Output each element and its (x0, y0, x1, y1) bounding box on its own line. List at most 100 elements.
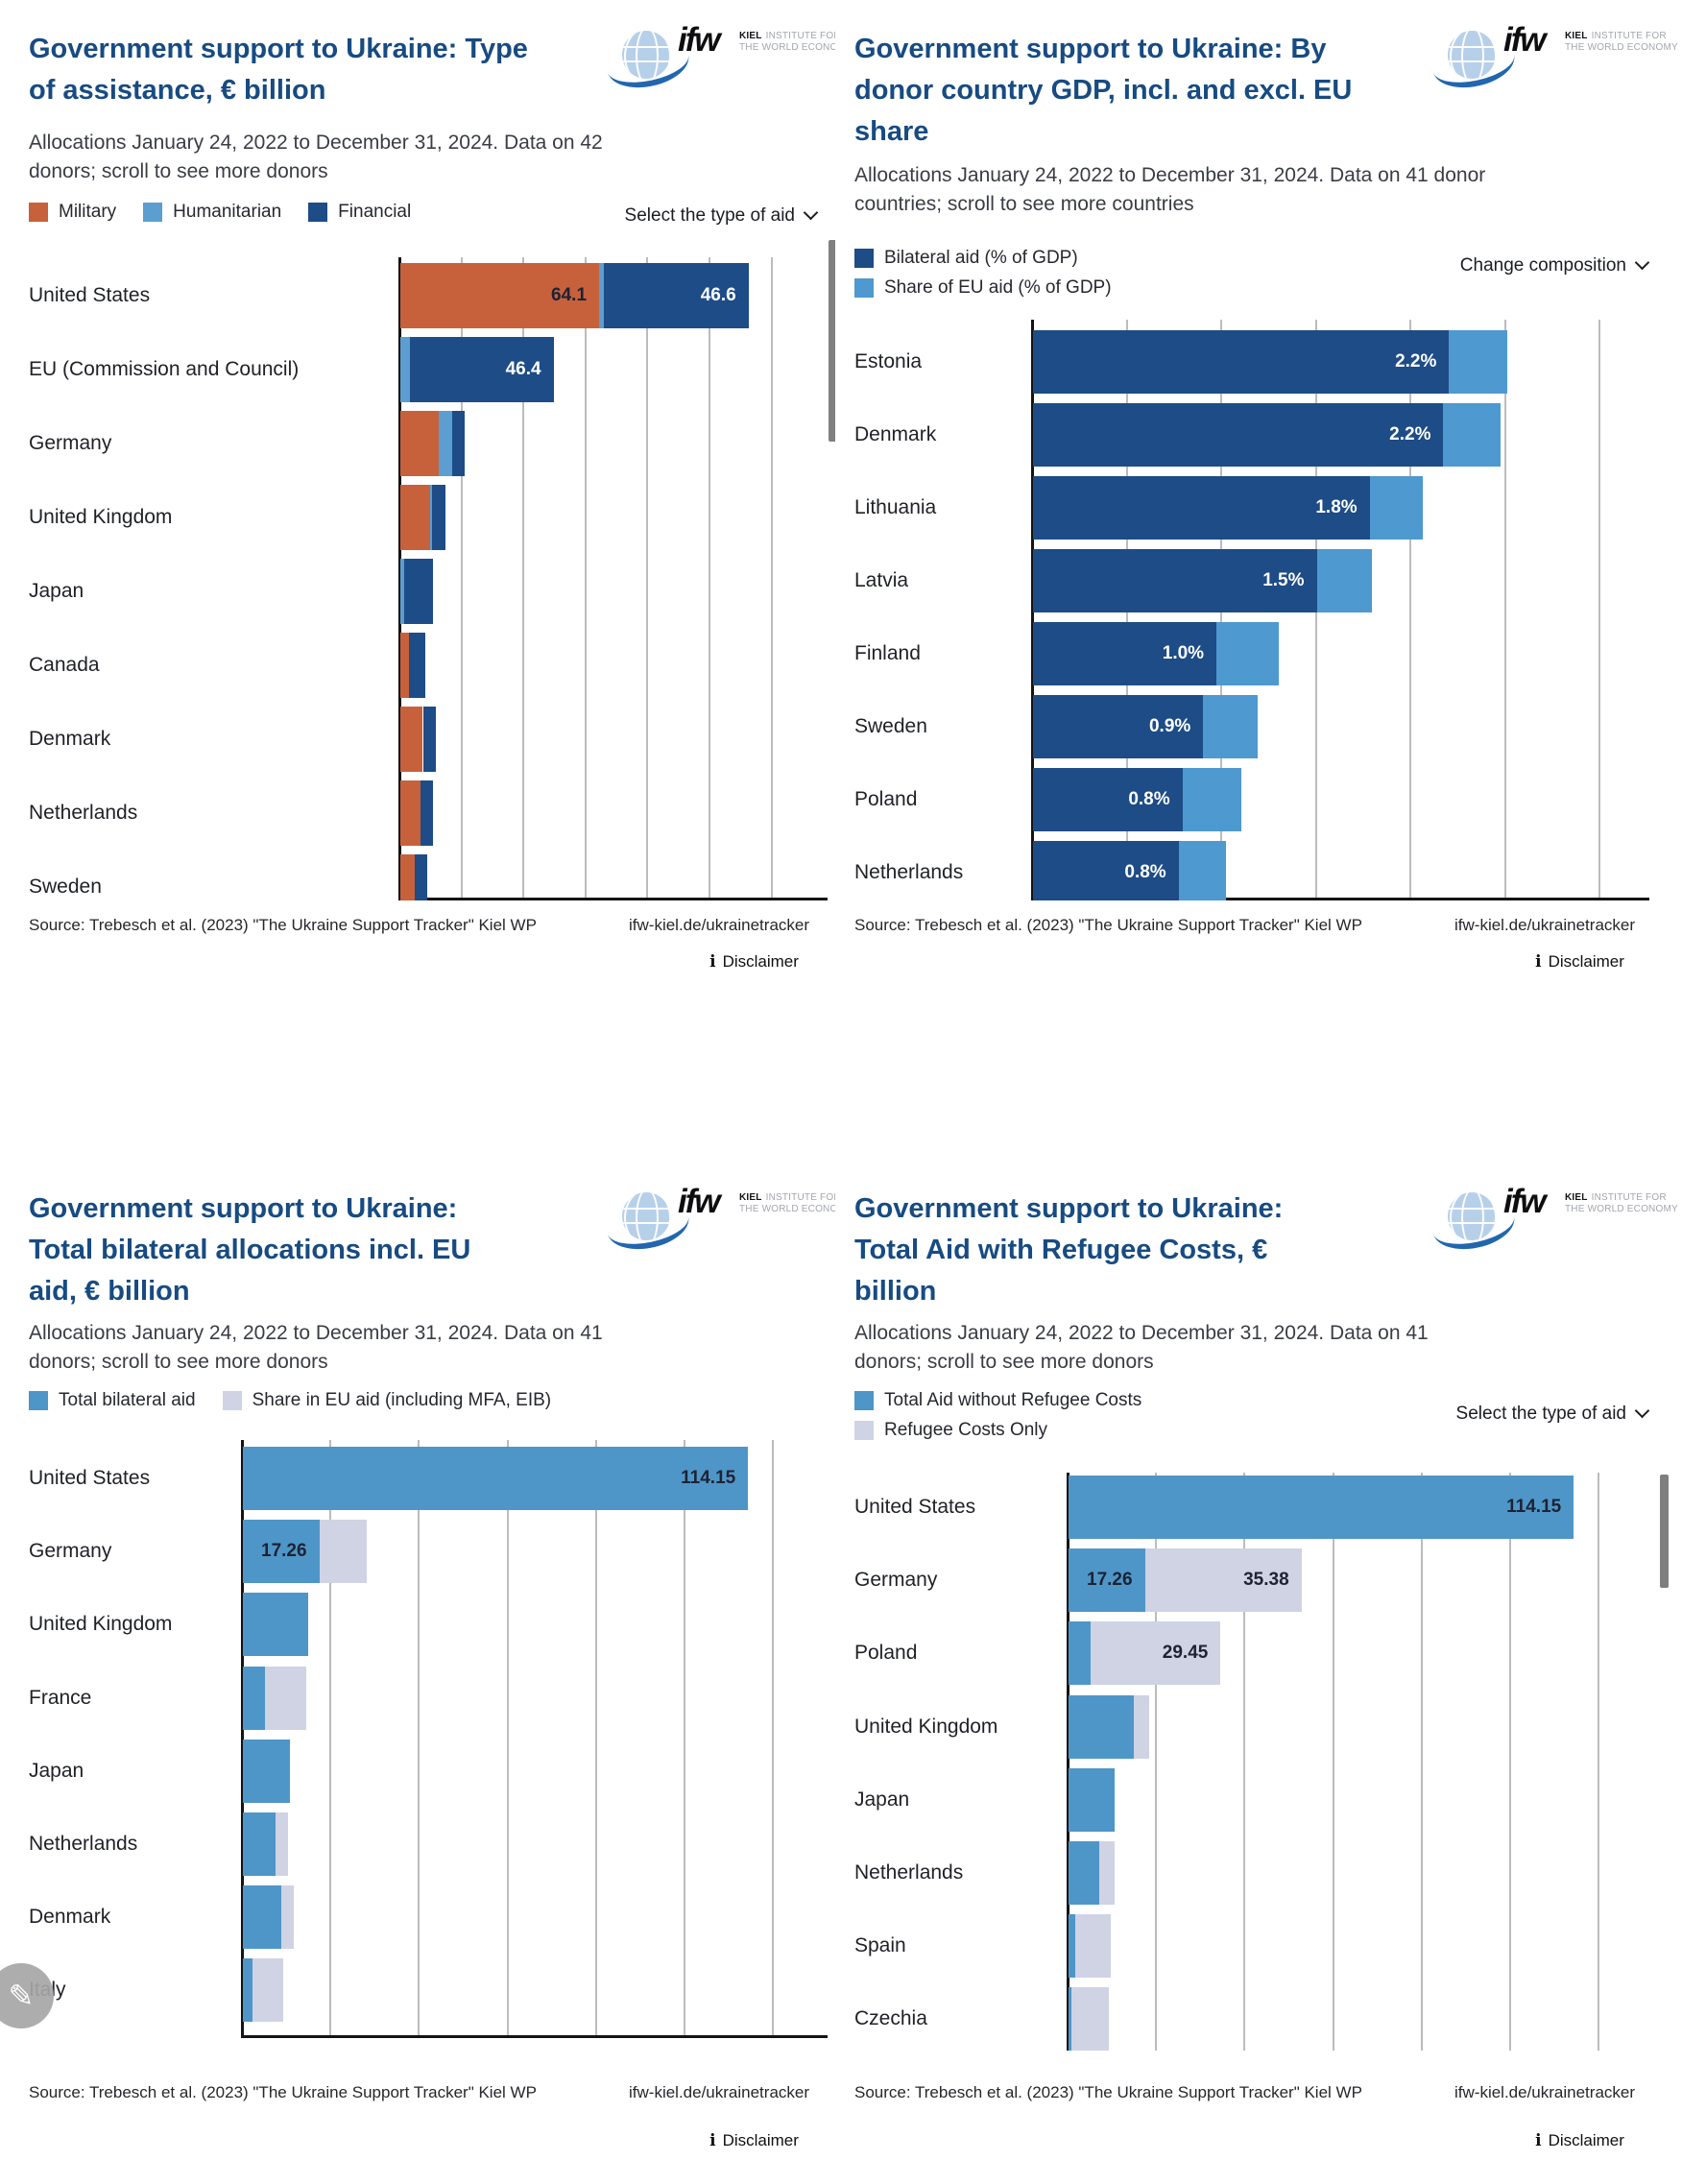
bar-segment-financial[interactable] (403, 559, 433, 624)
bar-segment-refugee-costs-only[interactable]: 29.45 (1090, 1621, 1221, 1686)
bar-row-label: United Kingdom (29, 506, 173, 528)
legend-swatch (29, 1391, 48, 1410)
disclaimer-link[interactable]: i Disclaimer (1535, 2131, 1624, 2150)
bar-segment-refugee-costs-only[interactable] (1134, 1694, 1150, 1759)
bar-segment-financial[interactable] (422, 707, 436, 772)
bar-segment-share-in-eu-aid[interactable] (265, 1666, 307, 1730)
bar-segment-share-of-eu-aid[interactable] (1203, 695, 1259, 758)
vertical-scrollbar[interactable] (829, 240, 835, 442)
bar-segment-financial[interactable] (431, 485, 446, 550)
value-label: 17.26 (261, 1541, 307, 1562)
bar-segment-bilateral-aid[interactable]: 1.0% (1033, 622, 1217, 685)
bar-row-label: Sweden (854, 715, 927, 737)
bar-segment-total-aid-without-refugee-costs[interactable] (1069, 1694, 1135, 1759)
legend-item[interactable]: Total Aid without Refugee Costs (854, 1390, 1141, 1411)
bar-segment-total-bilateral-aid[interactable]: 114.15 (243, 1447, 749, 1510)
legend-item[interactable]: Military (29, 202, 116, 223)
tracker-url: ifw-kiel.de/ukrainetracker (629, 2083, 810, 2101)
bar-segment-bilateral-aid[interactable]: 2.2% (1033, 330, 1450, 394)
bar-segment-bilateral-aid[interactable]: 1.8% (1033, 476, 1370, 540)
bar-row-label: Canada (29, 654, 100, 676)
bar-segment-bilateral-aid[interactable]: 1.5% (1033, 549, 1317, 612)
bar-segment-total-aid-without-refugee-costs[interactable] (1069, 1621, 1091, 1686)
gridline (418, 1440, 420, 2038)
type-of-aid-dropdown[interactable]: Select the type of aid (1456, 1403, 1650, 1425)
annotate-button[interactable]: ✎ (0, 1963, 54, 2028)
bar-segment-refugee-costs-only[interactable]: 35.38 (1144, 1548, 1302, 1613)
bar-segment-total-aid-without-refugee-costs[interactable] (1069, 1767, 1115, 1832)
legend-item[interactable]: Refugee Costs Only (854, 1420, 1141, 1441)
plot-area: United States 114.15 Germany 17.26 United Ki… (29, 1440, 835, 2038)
bar-segment-share-of-eu-aid[interactable] (1178, 841, 1226, 900)
bar-segment-refugee-costs-only[interactable] (1074, 1914, 1111, 1979)
bar-segment-bilateral-aid[interactable]: 2.2% (1033, 403, 1444, 467)
bar-segment-share-of-eu-aid[interactable] (1369, 476, 1423, 540)
bar-segment-financial[interactable] (420, 780, 434, 846)
bar-segment-total-aid-without-refugee-costs[interactable]: 114.15 (1069, 1476, 1574, 1539)
vertical-scrollbar[interactable] (1660, 1475, 1669, 1588)
bar-segment-humanitarian[interactable] (439, 411, 452, 476)
legend-item[interactable]: Total bilateral aid (29, 1390, 196, 1411)
bar-row-label: Estonia (854, 350, 923, 372)
bar-row-label: Poland (854, 788, 918, 810)
plot-area: United States 64.1 46.6 EU (Commission and … (29, 257, 835, 900)
disclaimer-link[interactable]: i Disclaimer (1535, 952, 1624, 972)
type-of-aid-dropdown[interactable]: Select the type of aid (625, 204, 819, 227)
bar-segment-total-bilateral-aid[interactable] (243, 1812, 276, 1876)
bar-segment-total-bilateral-aid[interactable] (243, 1739, 290, 1803)
bar-segment-total-bilateral-aid[interactable] (243, 1958, 255, 2023)
y-axis-line (241, 1440, 244, 2038)
bar-segment-military[interactable] (400, 707, 423, 772)
bar-row-label: Netherlands (854, 1861, 964, 1884)
bar-segment-financial[interactable] (409, 633, 426, 698)
bar-segment-total-bilateral-aid[interactable] (243, 1885, 282, 1950)
bar-segment-share-in-eu-aid[interactable] (319, 1520, 367, 1584)
legend-item[interactable]: Humanitarian (143, 202, 281, 223)
bar-segment-military[interactable] (400, 485, 430, 550)
bar-segment-financial[interactable]: 46.4 (409, 337, 554, 402)
bar-segment-total-aid-without-refugee-costs[interactable]: 17.26 (1069, 1548, 1145, 1613)
bar-segment-share-of-eu-aid[interactable] (1216, 622, 1280, 685)
bar-segment-refugee-costs-only[interactable] (1071, 1987, 1109, 2051)
bar-segment-share-of-eu-aid[interactable] (1449, 330, 1508, 394)
legend-label: Humanitarian (173, 202, 282, 222)
bar-segment-share-in-eu-aid[interactable] (276, 1812, 289, 1876)
bar-segment-total-bilateral-aid[interactable] (243, 1666, 266, 1730)
bar-segment-share-in-eu-aid[interactable] (281, 1885, 295, 1950)
bar-row-label: EU (Commission and Council) (29, 358, 300, 380)
bar-segment-bilateral-aid[interactable]: 0.9% (1033, 695, 1204, 758)
legend-item[interactable]: Share of EU aid (% of GDP) (854, 277, 1112, 299)
legend-item[interactable]: Share in EU aid (including MFA, EIB) (222, 1390, 551, 1411)
gridline (770, 257, 773, 900)
bar-segment-financial[interactable] (415, 854, 428, 900)
legend-swatch (854, 1391, 874, 1410)
legend-item[interactable]: Financial (308, 202, 411, 223)
bar-segment-share-of-eu-aid[interactable] (1316, 549, 1372, 612)
bar-segment-military[interactable] (400, 854, 415, 900)
bar-segment-financial[interactable]: 46.6 (604, 263, 749, 328)
bar-segment-total-bilateral-aid[interactable]: 17.26 (243, 1520, 320, 1584)
gridline (1598, 320, 1600, 900)
change-composition-dropdown[interactable]: Change composition (1460, 254, 1650, 276)
bar-segment-share-in-eu-aid[interactable] (252, 1958, 283, 2023)
bar-segment-military[interactable]: 64.1 (400, 263, 600, 328)
logo-abbr: ifw (678, 21, 721, 59)
disclaimer-link[interactable]: i Disclaimer (709, 2131, 799, 2150)
bar-segment-share-of-eu-aid[interactable] (1443, 403, 1501, 467)
legend-item[interactable]: Bilateral aid (% of GDP) (854, 248, 1112, 269)
bar-row-label: United States (29, 1467, 151, 1489)
bar-segment-military[interactable] (400, 780, 420, 846)
bar-row-label: United States (29, 284, 151, 306)
bar-segment-total-aid-without-refugee-costs[interactable] (1069, 1841, 1100, 1905)
bar-segment-military[interactable] (400, 411, 440, 476)
bar-segment-total-bilateral-aid[interactable] (243, 1593, 309, 1657)
logo-abbr: ifw (1503, 1183, 1547, 1220)
x-axis-line (1031, 898, 1649, 900)
bar-segment-bilateral-aid[interactable]: 0.8% (1033, 841, 1179, 900)
bar-segment-share-of-eu-aid[interactable] (1182, 768, 1241, 831)
disclaimer-link[interactable]: i Disclaimer (709, 952, 799, 972)
bar-segment-bilateral-aid[interactable]: 0.8% (1033, 768, 1183, 831)
bar-segment-financial[interactable] (451, 411, 465, 476)
bar-segment-refugee-costs-only[interactable] (1099, 1841, 1115, 1905)
